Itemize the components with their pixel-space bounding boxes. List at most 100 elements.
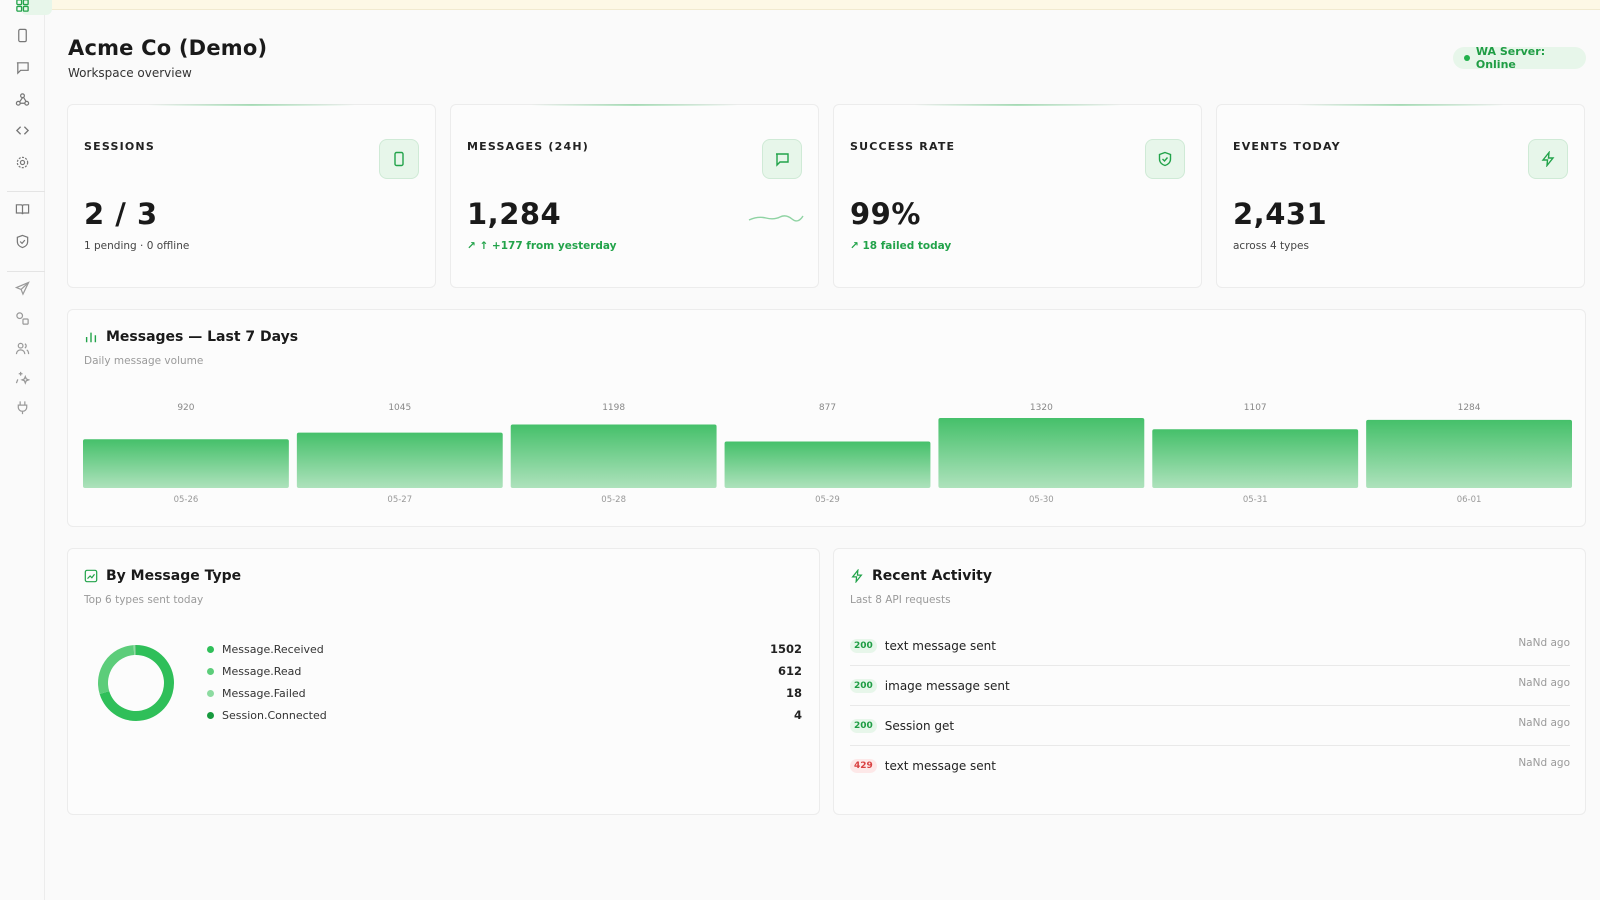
bar-value-label: 1045 <box>388 403 411 413</box>
sidebar-item-api[interactable] <box>14 122 31 139</box>
sidebar <box>0 0 52 900</box>
sparkline <box>748 215 804 222</box>
stat-subtext: across 4 types <box>1233 240 1309 252</box>
activity-row[interactable]: 200 image message sent NaNd ago <box>850 666 1570 706</box>
legend-row: Message.Read 612 <box>207 662 802 680</box>
sidebar-item-ai[interactable] <box>14 369 31 386</box>
phone-icon <box>18 28 27 43</box>
status-code-badge: 200 <box>850 638 877 653</box>
code-icon <box>15 126 30 135</box>
sidebar-item-sessions[interactable] <box>14 27 31 44</box>
server-status-label: WA Server: Online <box>1475 45 1546 71</box>
legend-name: Message.Received <box>222 642 324 656</box>
sidebar-item-settings[interactable] <box>14 154 31 171</box>
bar-chart-icon <box>85 332 97 343</box>
legend-row: Session.Connected 4 <box>207 706 802 724</box>
lightning-icon <box>1541 151 1555 167</box>
bar[interactable] <box>296 432 503 488</box>
legend-value: 612 <box>777 664 802 678</box>
donut-slice[interactable] <box>133 645 136 656</box>
stat-icon-box <box>379 139 419 179</box>
page-subtitle: Workspace overview <box>68 66 192 80</box>
sidebar-item-integrations[interactable] <box>14 399 31 416</box>
messages-chart-card: Messages — Last 7 Days Daily message vol… <box>67 309 1586 527</box>
stat-trend-text: 18 failed today <box>862 240 952 252</box>
activity-text: Session get <box>884 718 955 733</box>
plug-icon <box>17 401 28 415</box>
stat-label: EVENTS TODAY <box>1233 140 1341 153</box>
sidebar-item-contacts[interactable] <box>14 340 31 357</box>
sidebar-item-dashboard[interactable] <box>14 0 52 15</box>
legend-value: 1502 <box>769 642 802 656</box>
sidebar-item-security[interactable] <box>14 233 31 250</box>
message-type-subtitle: Top 6 types sent today <box>84 594 204 606</box>
status-code-badge: 429 <box>850 759 877 773</box>
activity-text: text message sent <box>884 759 996 773</box>
x-tick-label: 05-31 <box>1243 495 1268 505</box>
activity-row[interactable]: 429 text message sent NaNd ago <box>850 746 1570 786</box>
sidebar-item-docs[interactable] <box>14 201 31 218</box>
phone-icon <box>394 151 404 167</box>
activity-time: NaNd ago <box>1518 676 1570 689</box>
stat-card-sessions: SESSIONS 2 / 3 1 pending · 0 offline <box>67 104 436 288</box>
sparkles-icon <box>15 371 30 385</box>
legend-value: 4 <box>793 708 802 722</box>
message-type-title-text: By Message Type <box>106 568 242 584</box>
bar-value-label: 920 <box>177 403 194 413</box>
stat-card-events: EVENTS TODAY 2,431 across 4 types <box>1216 104 1585 288</box>
message-type-card: By Message Type Top 6 types sent today M… <box>67 548 820 815</box>
stat-subtext: ↗ 18 failed today <box>850 240 951 252</box>
activity-text: text message sent <box>884 638 996 653</box>
bar-value-label: 1284 <box>1458 403 1481 413</box>
users-icon <box>15 342 30 355</box>
bar[interactable] <box>510 424 717 488</box>
activity-row[interactable]: 200 Session get NaNd ago <box>850 706 1570 746</box>
sidebar-item-messages[interactable] <box>14 59 31 76</box>
sidebar-item-templates[interactable] <box>14 310 31 327</box>
chart-title-text: Messages — Last 7 Days <box>106 329 299 345</box>
chart-title: Messages — Last 7 Days <box>84 329 298 345</box>
trend-up-icon: ↗ <box>467 240 480 252</box>
book-icon <box>15 204 30 215</box>
activity-time: NaNd ago <box>1518 757 1570 769</box>
gear-icon <box>16 156 29 169</box>
chat-icon <box>776 153 789 167</box>
status-dot-icon <box>1464 55 1470 61</box>
bar-value-label: 1198 <box>602 403 625 413</box>
bar[interactable] <box>1366 419 1572 488</box>
legend-row: Message.Received 1502 <box>207 640 802 658</box>
sidebar-item-send[interactable] <box>14 280 31 297</box>
sidebar-item-webhooks[interactable] <box>14 91 31 108</box>
donut-slice[interactable] <box>98 645 135 695</box>
stat-card-messages: MESSAGES (24H) 1,284 ↗ ↑ +177 from yeste… <box>450 104 819 288</box>
bar-value-label: 877 <box>819 403 836 413</box>
bar[interactable] <box>938 418 1145 488</box>
bar-value-label: 1320 <box>1030 403 1053 413</box>
bar[interactable] <box>1152 429 1359 488</box>
trend-up-icon: ↗ <box>850 240 863 252</box>
legend-name: Message.Read <box>222 664 302 678</box>
chart-subtitle: Daily message volume <box>84 355 204 367</box>
stat-icon-box <box>762 139 802 179</box>
activity-row[interactable]: 200 text message sent NaNd ago <box>850 626 1570 666</box>
activity-time: NaNd ago <box>1518 636 1570 649</box>
send-icon <box>15 281 30 296</box>
recent-activity-card: Recent Activity Last 8 API requests 200 … <box>833 548 1586 815</box>
shield-icon <box>16 234 29 249</box>
server-status-badge: WA Server: Online <box>1453 45 1586 71</box>
stat-label: SUCCESS RATE <box>850 140 956 153</box>
x-tick-label: 05-27 <box>387 495 412 505</box>
webhook-icon <box>15 93 30 106</box>
x-tick-label: 06-01 <box>1457 495 1482 505</box>
bar[interactable] <box>724 441 931 488</box>
message-type-title: By Message Type <box>84 568 241 584</box>
legend-dot <box>207 711 214 719</box>
sidebar-divider <box>7 191 45 192</box>
activity-time: NaNd ago <box>1518 716 1570 729</box>
card-accent-line <box>531 104 738 106</box>
stat-value: 2,431 <box>1233 197 1328 231</box>
legend-dot <box>207 667 214 675</box>
sidebar-divider <box>7 271 45 272</box>
shapes-icon <box>16 312 29 325</box>
bar[interactable] <box>83 439 289 488</box>
